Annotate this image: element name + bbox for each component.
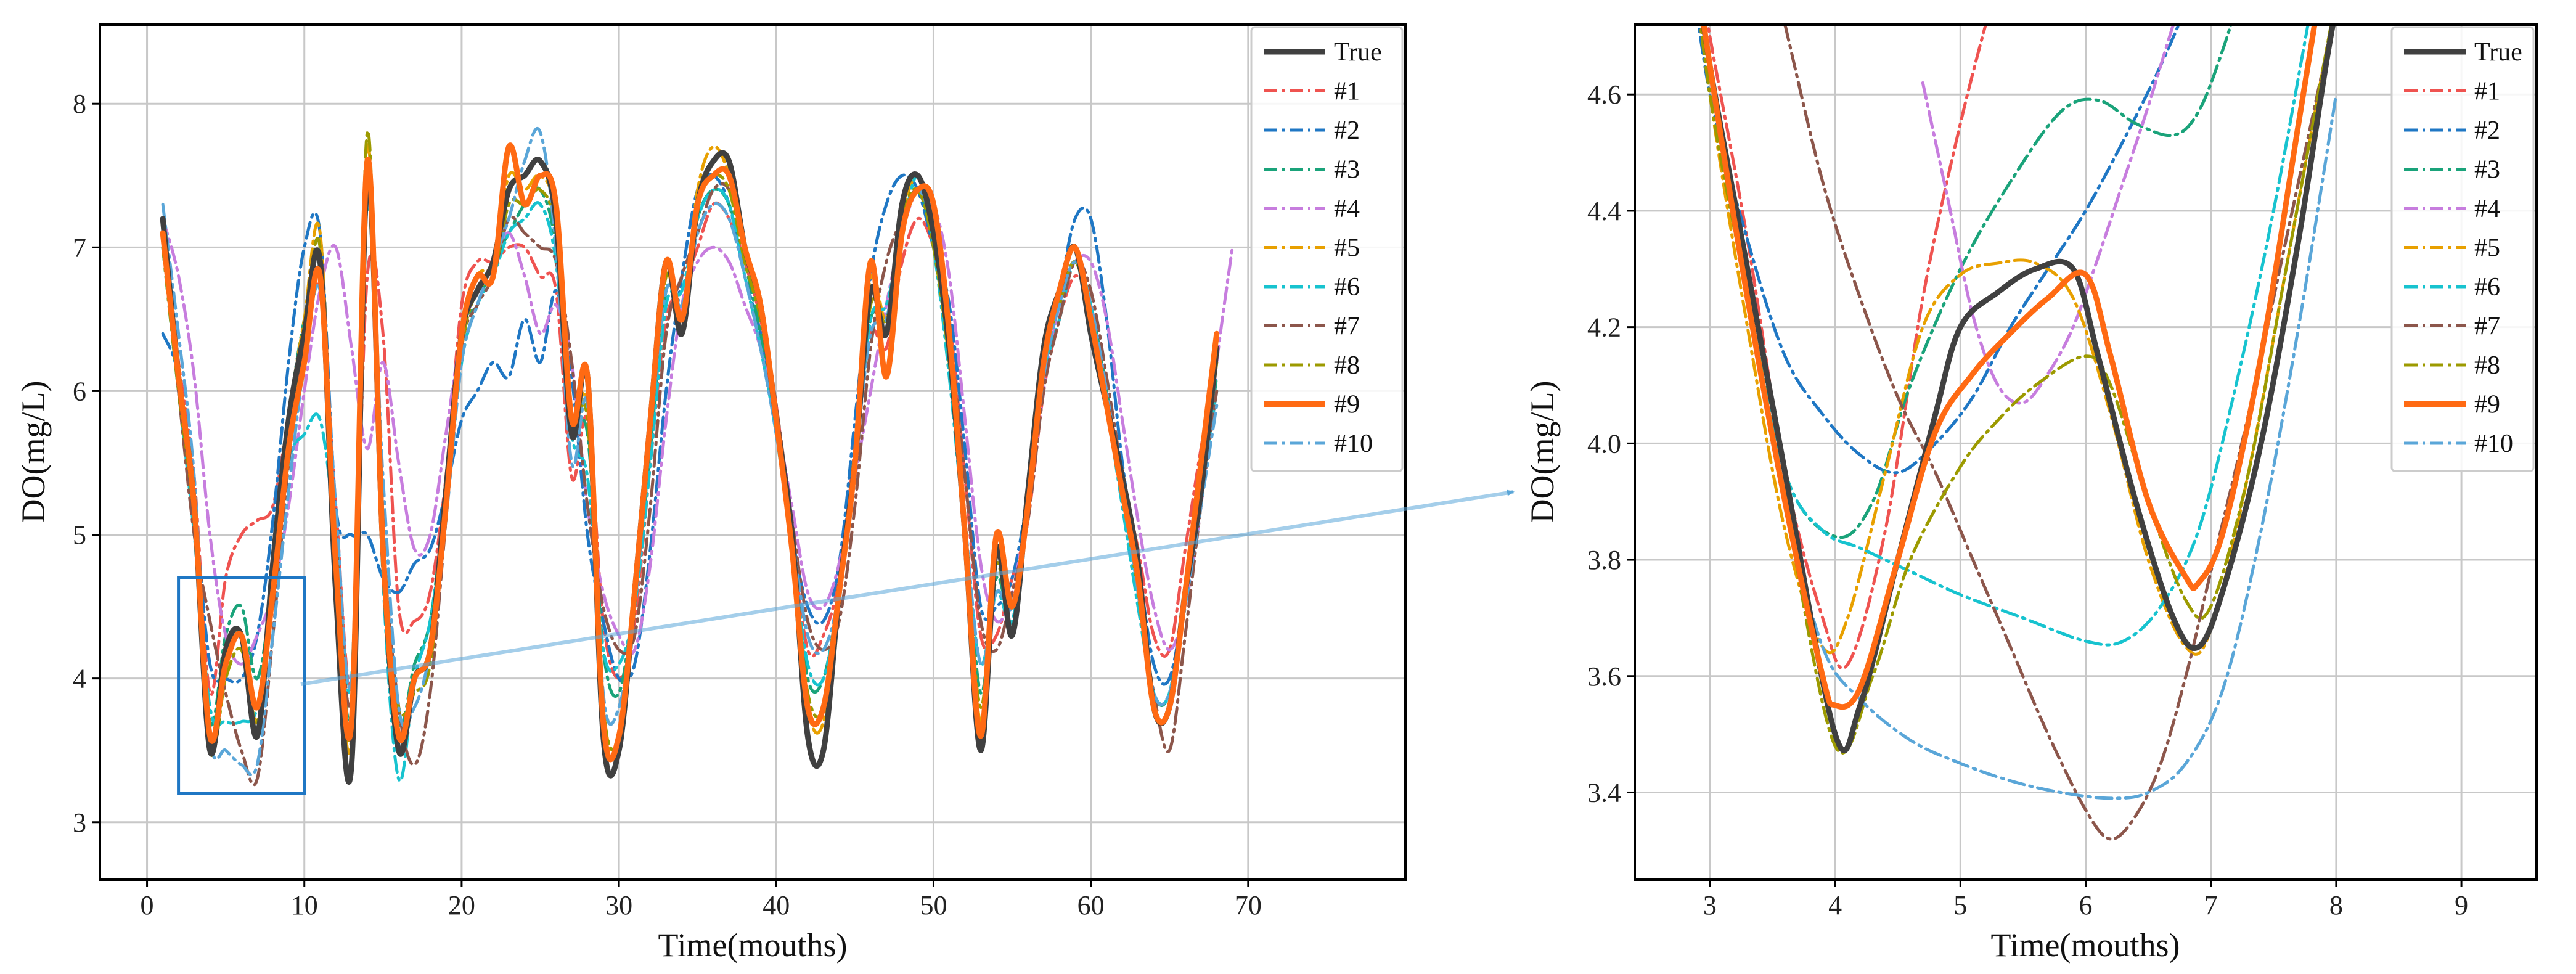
y-tick-label: 6 bbox=[73, 376, 86, 406]
legend-label: #8 bbox=[1334, 351, 1360, 380]
zoom-connector-arrow bbox=[300, 489, 1515, 686]
y-tick-label: 4.4 bbox=[1587, 196, 1621, 226]
legend-label: #1 bbox=[2474, 78, 2500, 106]
overview-x-ticks: 0 10 20 30 40 50 60 70 bbox=[141, 880, 1262, 920]
legend-label: #5 bbox=[2474, 234, 2500, 263]
legend-label: #10 bbox=[2474, 430, 2513, 458]
overview-y-axis-title: DO(mg/L) bbox=[15, 381, 52, 523]
legend-label: #2 bbox=[2474, 117, 2500, 145]
x-tick-label: 50 bbox=[920, 890, 947, 920]
x-tick-label: 0 bbox=[141, 890, 154, 920]
legend-label: #6 bbox=[2474, 273, 2500, 301]
series-line-true bbox=[1701, 25, 2336, 754]
series-line-pred-7 bbox=[1783, 25, 2334, 841]
x-tick-label: 20 bbox=[448, 890, 475, 920]
y-tick-label: 5 bbox=[73, 520, 86, 550]
y-tick-label: 3.4 bbox=[1587, 777, 1621, 808]
legend-label: #1 bbox=[1334, 78, 1360, 106]
x-tick-label: 7 bbox=[2204, 890, 2218, 920]
y-tick-label: 7 bbox=[73, 232, 86, 263]
zoom-x-axis-title: Time(mouths) bbox=[1990, 927, 2180, 964]
legend-box bbox=[2390, 26, 2535, 472]
series-line-pred-9 bbox=[160, 142, 1220, 763]
overview-plot-frame bbox=[99, 23, 1407, 881]
overview-x-axis-title: Time(mouths) bbox=[658, 927, 847, 964]
legend-label: #8 bbox=[2474, 351, 2500, 380]
legend-label: #7 bbox=[1334, 313, 1360, 341]
legend-box bbox=[1250, 26, 1404, 472]
y-tick-label: 8 bbox=[73, 89, 86, 119]
x-tick-label: 10 bbox=[291, 890, 318, 920]
zoom-series bbox=[1697, 25, 2338, 841]
legend-label: #3 bbox=[1334, 156, 1360, 184]
legend-label: #4 bbox=[1334, 195, 1360, 223]
y-tick-label: 4.6 bbox=[1587, 80, 1621, 110]
y-tick-label: 4.2 bbox=[1587, 313, 1621, 343]
y-tick-label: 4.0 bbox=[1587, 428, 1621, 459]
overview-legend: True #1 #2 #3 #4 #5 #6 #7 #8 #9 #10 bbox=[1250, 26, 1404, 472]
x-tick-label: 3 bbox=[1703, 890, 1717, 920]
overview-zoom-box bbox=[177, 576, 306, 795]
overview-gridlines bbox=[100, 25, 1405, 880]
zoom-x-ticks: 3 4 5 6 7 8 9 bbox=[1703, 880, 2468, 920]
overview-chart: 0 10 20 30 40 50 60 70 3 4 5 6 7 8 Time(mouths) DO(m… bbox=[15, 23, 1407, 964]
y-tick-label: 3.6 bbox=[1587, 661, 1621, 692]
series-line-pred-4 bbox=[1921, 25, 2175, 405]
legend-label: #2 bbox=[1334, 117, 1360, 145]
series-line-pred-10 bbox=[1702, 25, 2338, 800]
y-tick-label: 4 bbox=[73, 664, 86, 694]
x-tick-label: 30 bbox=[605, 890, 632, 920]
legend-label: True bbox=[2474, 38, 2522, 67]
y-tick-label: 3 bbox=[73, 808, 86, 838]
legend-label: True bbox=[1334, 38, 1382, 67]
y-tick-label: 3.8 bbox=[1587, 545, 1621, 575]
legend-label: #5 bbox=[1334, 234, 1360, 263]
legend-label: #10 bbox=[1334, 430, 1373, 458]
legend-label: #9 bbox=[2474, 391, 2500, 419]
series-line-pred-5 bbox=[1699, 25, 2333, 656]
x-tick-label: 60 bbox=[1077, 890, 1105, 920]
zoom-y-axis-title: DO(mg/L) bbox=[1524, 381, 1561, 523]
legend-label: #4 bbox=[2474, 195, 2500, 223]
x-tick-label: 40 bbox=[763, 890, 790, 920]
zoom-y-ticks: 3.4 3.6 3.8 4.0 4.2 4.4 4.6 bbox=[1587, 80, 1635, 808]
legend-label: #6 bbox=[1334, 273, 1360, 301]
x-tick-label: 8 bbox=[2329, 890, 2343, 920]
legend-label: #9 bbox=[1334, 391, 1360, 419]
x-tick-label: 4 bbox=[1828, 890, 1842, 920]
series-line-pred-9 bbox=[1701, 25, 2318, 710]
zoom-chart: 3 4 5 6 7 8 9 3.4 3.6 3.8 4.0 4.2 4.4 4.6 Time(mouth… bbox=[1524, 23, 2538, 964]
legend-label: #7 bbox=[2474, 313, 2500, 341]
overview-series bbox=[160, 126, 1234, 787]
x-tick-label: 6 bbox=[2079, 890, 2093, 920]
overview-y-ticks: 3 4 5 6 7 8 bbox=[73, 89, 100, 838]
x-tick-label: 70 bbox=[1235, 890, 1262, 920]
legend-label: #3 bbox=[2474, 156, 2500, 184]
x-tick-label: 9 bbox=[2455, 890, 2468, 920]
series-line-pred-1 bbox=[1706, 25, 1987, 670]
zoom-legend: True #1 #2 #3 #4 #5 #6 #7 #8 #9 #10 bbox=[2390, 26, 2535, 472]
x-tick-label: 5 bbox=[1953, 890, 1967, 920]
